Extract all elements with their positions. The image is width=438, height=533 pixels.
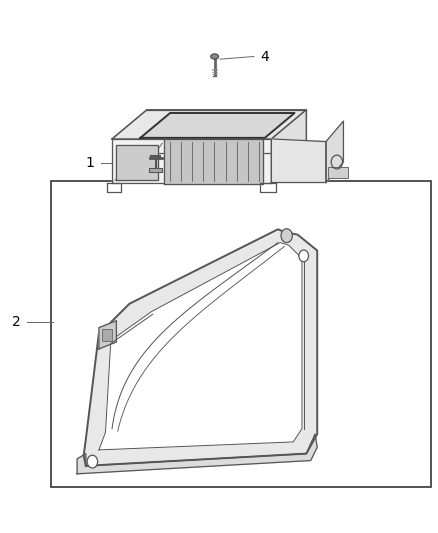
Polygon shape <box>84 229 317 466</box>
Circle shape <box>87 455 98 468</box>
Polygon shape <box>326 121 343 182</box>
Polygon shape <box>164 139 263 184</box>
Text: 3: 3 <box>169 132 177 146</box>
Polygon shape <box>117 146 158 180</box>
Bar <box>51 181 431 487</box>
Ellipse shape <box>211 54 219 59</box>
Bar <box>149 167 162 172</box>
Bar <box>328 166 348 178</box>
Bar <box>102 329 112 341</box>
Text: 1: 1 <box>86 156 95 170</box>
Text: 4: 4 <box>261 50 269 63</box>
Polygon shape <box>272 139 326 182</box>
Polygon shape <box>99 243 302 450</box>
Polygon shape <box>99 321 117 349</box>
Text: 2: 2 <box>11 316 20 329</box>
Polygon shape <box>77 434 317 474</box>
Circle shape <box>299 250 308 262</box>
Polygon shape <box>112 139 272 182</box>
Polygon shape <box>112 110 306 139</box>
Polygon shape <box>141 113 294 138</box>
Circle shape <box>281 229 292 243</box>
Polygon shape <box>272 110 306 182</box>
